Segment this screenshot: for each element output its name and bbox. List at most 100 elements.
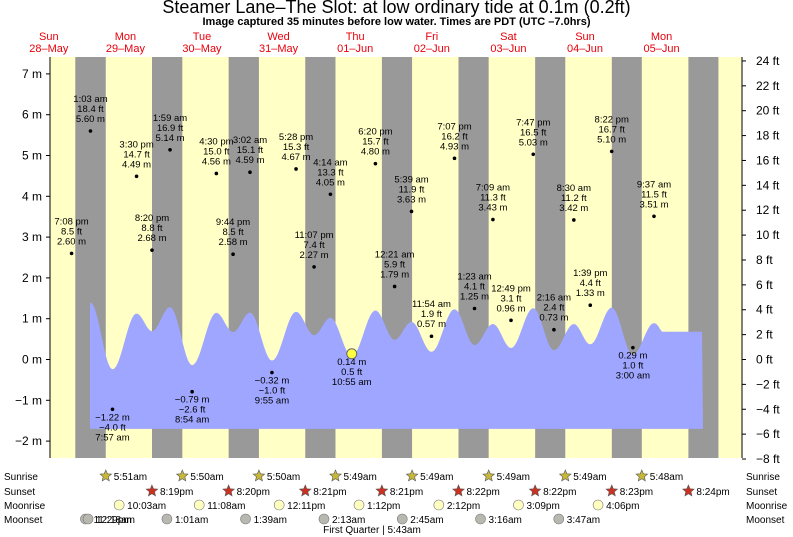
tide-event-label: 4:14 am xyxy=(313,157,347,168)
water-level-area xyxy=(90,302,703,429)
tide-event-label: 0.5 ft xyxy=(341,367,362,378)
day-date-label: 28–May xyxy=(29,43,69,55)
day-date-label: 02–Jun xyxy=(414,43,450,55)
moonrise-row-label-right: Moonrise xyxy=(746,501,788,512)
tide-event-label: 3:30 pm xyxy=(119,139,153,150)
tide-event-label: 5.14 m xyxy=(156,133,185,144)
sunset-row-label-right: Sunset xyxy=(746,487,777,498)
moonset-time: 2:45am xyxy=(410,515,443,526)
moonset-icon xyxy=(396,513,408,525)
sunrise-time: 5:49am xyxy=(573,472,606,483)
tide-event-dot xyxy=(588,303,593,308)
tide-event-label: 9:44 pm xyxy=(216,217,250,228)
tide-event-label: 1:39 pm xyxy=(573,268,607,279)
moonrise-row-label: Moonrise xyxy=(4,501,46,512)
tide-event-label: 7.4 ft xyxy=(304,240,325,251)
tide-event-dot xyxy=(491,217,495,222)
moonset-icon xyxy=(318,513,330,525)
moonset-icon xyxy=(161,513,173,525)
tide-event-label: 1.25 m xyxy=(460,292,489,303)
tide-event-label: 4.93 m xyxy=(440,141,469,152)
tide-event-label: 18.4 ft xyxy=(77,104,104,115)
day-date-label: 05–Jun xyxy=(644,43,680,55)
sunrise-row-label-right: Sunrise xyxy=(746,472,780,483)
day-of-week-label: Sun xyxy=(575,31,595,43)
chart-subtitle: Image captured 35 minutes before low wat… xyxy=(202,16,591,28)
sunset-star-icon xyxy=(298,484,312,497)
tide-event-label: 10:55 am xyxy=(332,377,372,388)
tide-event-label: −0.79 m xyxy=(175,395,210,406)
tide-event-label: 8:20 pm xyxy=(135,213,169,224)
tide-event-dot xyxy=(231,252,235,257)
right-tick-label: 16 ft xyxy=(756,153,780,167)
sunset-row-label: Sunset xyxy=(4,487,35,498)
sunrise-time: 5:49am xyxy=(420,472,453,483)
moonrise-time: 1:12pm xyxy=(367,501,400,512)
right-tick-label: 24 ft xyxy=(756,54,780,68)
right-tick-label: 10 ft xyxy=(756,228,780,242)
tide-event-label: 5:39 am xyxy=(394,174,428,185)
sunset-time: 8:24pm xyxy=(696,487,729,498)
sunrise-time: 5:50am xyxy=(267,472,300,483)
sunrise-row-label: Sunrise xyxy=(4,472,38,483)
right-tick-label: 12 ft xyxy=(756,203,780,217)
right-tick-label: −8 ft xyxy=(756,452,780,466)
tide-event-dot xyxy=(609,149,614,154)
moonset-icon xyxy=(475,513,486,525)
tide-event-label: 4.05 m xyxy=(316,177,345,188)
tide-event-label: 15.0 ft xyxy=(203,146,230,157)
tide-event-label: 8:22 pm xyxy=(595,114,629,125)
sunrise-star-icon xyxy=(405,469,419,482)
astro-table: Sunrise Sunrise 5:51am 5:50am 5:50am 5:49am 5:… xyxy=(4,469,788,536)
left-tick-label: 6 m xyxy=(22,108,42,122)
sunrise-star-icon xyxy=(252,469,266,482)
tide-event-label: 3.51 m xyxy=(639,199,668,210)
tide-event-label: 4.67 m xyxy=(282,152,311,163)
current-level-marker xyxy=(346,348,358,360)
tide-event-dot xyxy=(429,334,434,339)
tide-event-label: 2.60 m xyxy=(57,236,86,247)
tide-event-dot xyxy=(110,407,115,412)
tide-event-label: 9:55 am xyxy=(255,396,289,407)
day-labels: Sun28–MayMon29–MayTue30–MayWed31–MayThu0… xyxy=(29,31,679,55)
tide-event-dot xyxy=(572,218,576,222)
tide-event-label: 7:57 am xyxy=(95,432,129,443)
left-tick-label: −2 m xyxy=(15,434,42,448)
sunset-star-icon xyxy=(605,484,619,497)
tide-event-label: 15.1 ft xyxy=(237,145,264,156)
tide-event-label: 5.9 ft xyxy=(384,259,405,270)
tide-event-label: 2:16 am xyxy=(537,293,571,304)
tide-event-dot xyxy=(248,170,252,175)
tide-event-label: 1.33 m xyxy=(576,288,605,299)
moonset-time: 3:16am xyxy=(489,515,522,526)
sunset-star-icon xyxy=(145,484,159,497)
day-of-week-label: Sun xyxy=(39,31,59,43)
tide-event-label: 8.8 ft xyxy=(141,223,162,234)
left-tick-label: 7 m xyxy=(22,67,42,81)
tide-event-label: 4.4 ft xyxy=(580,278,601,289)
sunrise-star-icon xyxy=(635,469,649,482)
tide-event-label: 4:30 pm xyxy=(199,136,233,147)
left-tick-label: 3 m xyxy=(22,230,42,244)
tide-event-label: 11.2 ft xyxy=(561,193,587,204)
tide-event-label: −1.22 m xyxy=(95,412,130,423)
moonset-icon xyxy=(82,513,94,525)
right-tick-label: 6 ft xyxy=(756,278,773,292)
tide-event-label: 8:30 am xyxy=(557,183,591,194)
tide-event-label: 8:54 am xyxy=(175,415,209,426)
right-tick-label: 2 ft xyxy=(756,328,773,342)
sunrise-time: 5:50am xyxy=(190,472,223,483)
tide-event-dot xyxy=(270,370,274,375)
moonrise-time: 4:06pm xyxy=(606,501,639,512)
sunrise-star-icon xyxy=(482,469,496,482)
moonset-time: 1:39am xyxy=(254,515,287,526)
day-date-label: 03–Jun xyxy=(490,43,526,55)
sunset-star-icon xyxy=(222,484,236,497)
water-area xyxy=(90,302,703,429)
tide-event-dot xyxy=(190,389,194,394)
tide-event-dot xyxy=(69,251,74,256)
tide-event-label: 6:20 pm xyxy=(358,127,392,138)
tide-event-label: 14.7 ft xyxy=(123,149,150,160)
sunset-star-icon xyxy=(452,484,465,497)
moonset-icon xyxy=(553,513,565,525)
